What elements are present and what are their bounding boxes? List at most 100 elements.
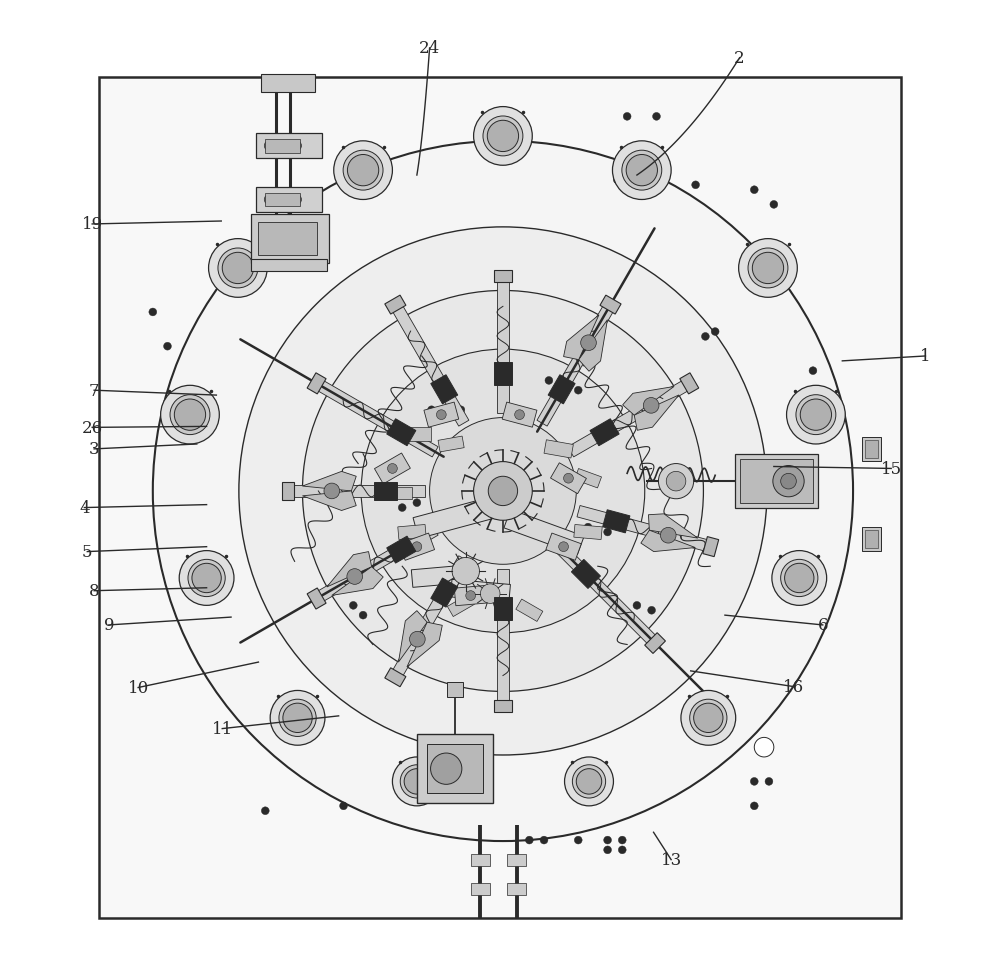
Circle shape <box>648 607 656 615</box>
Polygon shape <box>283 486 425 497</box>
Circle shape <box>404 769 430 794</box>
Bar <box>261 75 315 93</box>
Polygon shape <box>431 375 458 404</box>
Circle shape <box>431 753 462 785</box>
Polygon shape <box>385 296 406 315</box>
Circle shape <box>576 769 602 794</box>
Circle shape <box>264 195 274 205</box>
Circle shape <box>283 703 312 733</box>
Polygon shape <box>387 419 416 446</box>
Polygon shape <box>575 469 602 488</box>
Circle shape <box>410 632 425 648</box>
Circle shape <box>623 113 631 121</box>
Polygon shape <box>388 556 469 685</box>
Circle shape <box>488 477 518 506</box>
Text: 7: 7 <box>89 382 99 400</box>
Circle shape <box>785 564 814 593</box>
Polygon shape <box>450 579 510 603</box>
Polygon shape <box>398 611 427 662</box>
Polygon shape <box>374 453 410 485</box>
Polygon shape <box>641 531 695 552</box>
Text: 24: 24 <box>419 40 440 58</box>
Circle shape <box>525 836 533 844</box>
Polygon shape <box>544 441 573 458</box>
Polygon shape <box>327 552 372 587</box>
Polygon shape <box>385 668 406 687</box>
Circle shape <box>412 542 422 552</box>
Text: 16: 16 <box>783 678 804 696</box>
Polygon shape <box>623 387 674 416</box>
Circle shape <box>770 201 778 209</box>
Circle shape <box>694 703 723 733</box>
Circle shape <box>772 551 827 606</box>
Polygon shape <box>398 525 426 540</box>
Circle shape <box>559 542 568 552</box>
Circle shape <box>400 765 433 798</box>
Circle shape <box>324 484 340 499</box>
Polygon shape <box>645 633 665 654</box>
Circle shape <box>653 113 660 121</box>
Polygon shape <box>494 271 512 282</box>
Polygon shape <box>537 298 618 427</box>
Circle shape <box>612 142 671 200</box>
Circle shape <box>413 499 421 507</box>
Circle shape <box>824 397 832 404</box>
Circle shape <box>574 387 582 395</box>
Circle shape <box>452 558 479 585</box>
Circle shape <box>752 253 784 284</box>
Polygon shape <box>603 510 630 533</box>
Circle shape <box>340 802 347 810</box>
Circle shape <box>739 239 797 298</box>
Circle shape <box>483 117 523 156</box>
Circle shape <box>604 846 611 854</box>
Polygon shape <box>502 403 537 428</box>
Circle shape <box>218 249 258 288</box>
Circle shape <box>773 466 804 497</box>
Circle shape <box>754 738 774 757</box>
Polygon shape <box>577 506 717 554</box>
Circle shape <box>765 778 773 786</box>
Circle shape <box>564 474 573 484</box>
Bar <box>427 744 483 793</box>
Circle shape <box>457 406 465 414</box>
Circle shape <box>222 253 254 284</box>
Polygon shape <box>546 533 581 561</box>
Circle shape <box>343 151 383 191</box>
Polygon shape <box>413 496 499 539</box>
Circle shape <box>750 802 758 810</box>
Circle shape <box>660 528 676 543</box>
Polygon shape <box>307 373 326 395</box>
Circle shape <box>361 350 645 633</box>
Circle shape <box>174 400 206 431</box>
Polygon shape <box>447 595 474 616</box>
Polygon shape <box>309 376 438 457</box>
Polygon shape <box>574 525 602 540</box>
Circle shape <box>515 410 524 420</box>
Text: 15: 15 <box>881 460 902 478</box>
Circle shape <box>666 472 686 491</box>
Circle shape <box>302 291 703 692</box>
Bar <box>862 528 881 551</box>
Polygon shape <box>424 403 459 428</box>
Bar <box>865 531 878 548</box>
Circle shape <box>581 335 596 351</box>
Polygon shape <box>431 578 458 608</box>
Bar <box>258 223 317 256</box>
Polygon shape <box>504 510 584 555</box>
Bar <box>507 883 526 895</box>
Circle shape <box>261 807 269 815</box>
Circle shape <box>690 700 727 737</box>
Bar <box>417 735 493 803</box>
Polygon shape <box>302 491 356 511</box>
Bar <box>862 438 881 461</box>
Circle shape <box>626 155 657 187</box>
Polygon shape <box>387 536 416 564</box>
Bar <box>256 134 322 159</box>
Circle shape <box>800 400 832 431</box>
Circle shape <box>392 757 441 806</box>
Circle shape <box>604 836 611 844</box>
Circle shape <box>164 343 171 351</box>
Polygon shape <box>551 463 586 494</box>
Polygon shape <box>307 588 326 610</box>
Circle shape <box>430 418 576 565</box>
